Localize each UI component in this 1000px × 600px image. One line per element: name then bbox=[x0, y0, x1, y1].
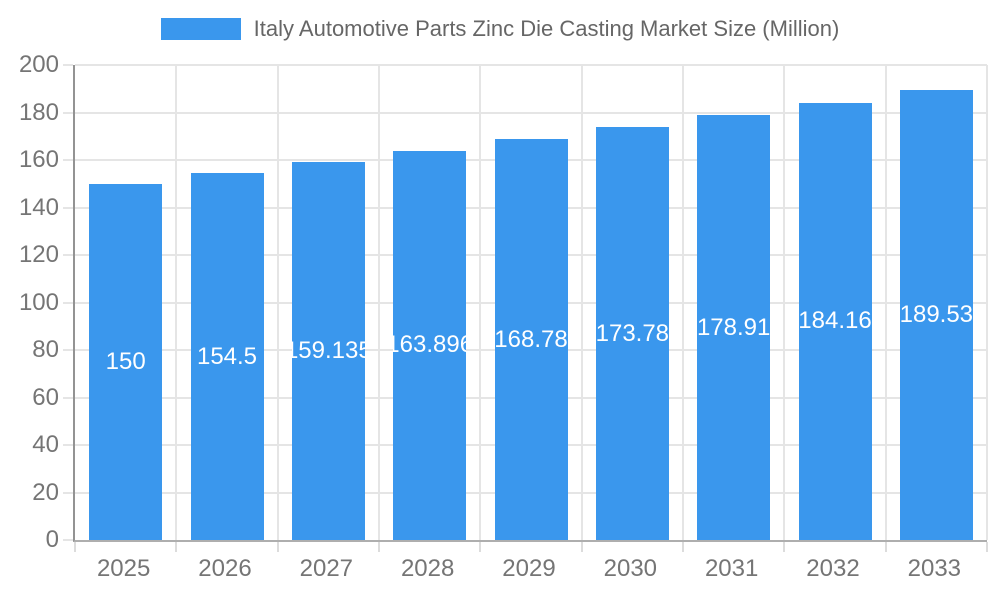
y-axis-tick bbox=[63, 64, 73, 66]
bar-2025[interactable]: 150 bbox=[89, 183, 163, 540]
y-axis-tick bbox=[63, 491, 73, 494]
y-axis-tick bbox=[63, 396, 73, 399]
x-axis-tick bbox=[783, 542, 786, 552]
y-axis-label: 160 bbox=[18, 146, 59, 173]
y-axis-tick bbox=[63, 111, 73, 114]
y-axis-tick bbox=[63, 444, 73, 446]
gridline-vertical bbox=[986, 65, 988, 540]
gridline-vertical bbox=[276, 65, 279, 540]
x-axis-label: 2031 bbox=[704, 555, 759, 582]
x-axis-label: 2030 bbox=[603, 555, 658, 582]
x-axis-tick bbox=[378, 542, 380, 552]
bar-value-label: 163.896 bbox=[393, 331, 466, 359]
bar-2030[interactable]: 173.78 bbox=[595, 127, 669, 540]
x-axis-tick bbox=[175, 542, 178, 552]
y-axis-label: 120 bbox=[18, 241, 59, 268]
chart-legend[interactable]: Italy Automotive Parts Zinc Die Casting … bbox=[0, 16, 1000, 42]
y-axis-label: 20 bbox=[32, 478, 59, 506]
x-axis-label: 2029 bbox=[502, 555, 556, 582]
x-axis-tick bbox=[682, 542, 684, 552]
y-axis-label: 200 bbox=[18, 51, 59, 78]
y-axis-tick bbox=[63, 539, 73, 541]
x-axis-tick bbox=[479, 542, 482, 552]
x-axis-tick bbox=[74, 542, 76, 552]
bar-2028[interactable]: 163.896 bbox=[393, 150, 467, 540]
y-axis-label: 80 bbox=[32, 336, 59, 363]
x-axis-label: 2025 bbox=[96, 555, 151, 582]
x-axis-label: 2026 bbox=[198, 555, 252, 582]
gridline-vertical bbox=[783, 65, 786, 540]
bar-value-label: 168.78 bbox=[494, 325, 568, 353]
bar-2026[interactable]: 154.5 bbox=[190, 173, 264, 540]
bar-2033[interactable]: 189.53 bbox=[899, 89, 973, 540]
y-axis-label: 180 bbox=[18, 98, 59, 126]
bar-value-label: 173.78 bbox=[595, 319, 669, 347]
y-axis-label: 40 bbox=[32, 431, 59, 458]
y-axis-tick bbox=[63, 254, 73, 256]
x-axis-label: 2032 bbox=[806, 555, 860, 582]
x-axis-tick bbox=[986, 542, 988, 552]
x-axis-label: 2033 bbox=[907, 555, 962, 582]
x-axis-tick bbox=[884, 542, 887, 552]
y-axis-tick bbox=[63, 159, 73, 161]
bar-2027[interactable]: 159.135 bbox=[291, 162, 365, 540]
bar-2032[interactable]: 184.16 bbox=[798, 102, 872, 540]
bar-2031[interactable]: 178.91 bbox=[697, 115, 771, 540]
gridline-vertical bbox=[479, 65, 482, 540]
gridline-vertical bbox=[175, 65, 178, 540]
y-axis-tick bbox=[63, 301, 73, 304]
y-axis-label: 60 bbox=[32, 383, 59, 411]
legend-label: Italy Automotive Parts Zinc Die Casting … bbox=[253, 16, 840, 41]
bar-value-label: 189.53 bbox=[899, 300, 973, 328]
gridline-vertical bbox=[580, 65, 583, 540]
gridline-horizontal bbox=[75, 111, 987, 114]
bar-value-label: 184.16 bbox=[798, 307, 872, 335]
y-axis-tick bbox=[63, 349, 73, 351]
bar-value-label: 178.91 bbox=[697, 313, 771, 341]
bar-2029[interactable]: 168.78 bbox=[494, 139, 568, 540]
x-axis-label: 2027 bbox=[299, 555, 354, 582]
y-axis-tick bbox=[63, 206, 73, 209]
bar-value-label: 159.135 bbox=[292, 337, 365, 365]
x-axis-label: 2028 bbox=[400, 555, 455, 582]
y-axis-label: 100 bbox=[18, 288, 59, 316]
bar-value-label: 154.5 bbox=[196, 342, 258, 370]
bar-value-label: 150 bbox=[105, 347, 146, 375]
x-axis-tick bbox=[580, 542, 583, 552]
gridline-vertical bbox=[682, 65, 684, 540]
y-axis-label: 0 bbox=[45, 526, 59, 553]
gridline-horizontal bbox=[75, 64, 987, 66]
gridline-vertical bbox=[884, 65, 887, 540]
gridline-vertical bbox=[378, 65, 380, 540]
x-axis-tick bbox=[276, 542, 279, 552]
y-axis-label: 140 bbox=[18, 193, 59, 221]
plot-area: 150 154.5 159.135 163.896 168.78 173.78 178.91… bbox=[63, 64, 988, 552]
legend-swatch-icon bbox=[160, 18, 241, 40]
